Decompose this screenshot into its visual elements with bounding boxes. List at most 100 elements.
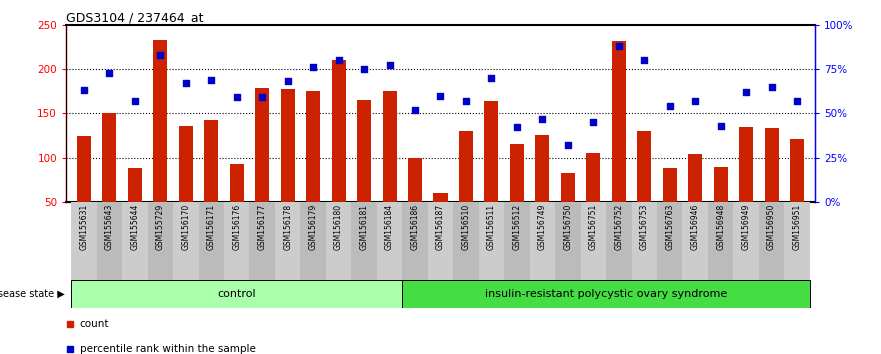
Text: count: count: [79, 319, 109, 329]
Bar: [377, 202, 403, 280]
Bar: [504, 202, 529, 280]
Bar: [173, 202, 198, 280]
Point: [459, 98, 473, 104]
Point: [739, 89, 753, 95]
Bar: [663, 168, 677, 202]
Point: [408, 107, 422, 113]
Bar: [688, 154, 702, 202]
Point: [306, 64, 320, 70]
Bar: [148, 202, 173, 280]
Text: GSM156946: GSM156946: [691, 204, 700, 251]
Point: [688, 98, 702, 104]
Bar: [739, 127, 753, 202]
Point: [102, 70, 116, 75]
Point: [536, 116, 550, 121]
Point: [128, 98, 142, 104]
Point: [765, 84, 779, 90]
Bar: [784, 202, 810, 280]
Point: [357, 66, 371, 72]
Bar: [587, 153, 600, 202]
Bar: [204, 120, 218, 202]
Bar: [77, 136, 91, 202]
Text: GSM155643: GSM155643: [105, 204, 114, 251]
Bar: [249, 202, 275, 280]
Bar: [561, 173, 575, 202]
Bar: [198, 202, 224, 280]
Text: control: control: [218, 289, 256, 299]
Bar: [459, 131, 473, 202]
Bar: [300, 202, 326, 280]
Bar: [637, 131, 651, 202]
Text: GSM156951: GSM156951: [793, 204, 802, 250]
Text: GSM156510: GSM156510: [462, 204, 470, 250]
Bar: [255, 88, 270, 202]
Point: [663, 103, 677, 109]
Bar: [790, 139, 804, 202]
Text: GSM156180: GSM156180: [334, 204, 343, 250]
Bar: [331, 60, 345, 202]
Bar: [536, 135, 550, 202]
Bar: [403, 280, 810, 308]
Point: [281, 79, 295, 84]
Text: GSM156170: GSM156170: [181, 204, 190, 250]
Bar: [403, 202, 428, 280]
Text: GSM156749: GSM156749: [538, 204, 547, 251]
Text: GSM156171: GSM156171: [207, 204, 216, 250]
Point: [510, 125, 524, 130]
Point: [637, 57, 651, 63]
Bar: [611, 41, 626, 202]
Bar: [275, 202, 300, 280]
Text: GSM156752: GSM156752: [614, 204, 623, 250]
Text: GSM156177: GSM156177: [258, 204, 267, 250]
Text: GSM156751: GSM156751: [589, 204, 598, 250]
Bar: [230, 164, 244, 202]
Bar: [759, 202, 784, 280]
Text: GSM156948: GSM156948: [716, 204, 725, 250]
Point: [153, 52, 167, 58]
Point: [230, 95, 244, 100]
Bar: [529, 202, 555, 280]
Bar: [306, 91, 320, 202]
Text: percentile rank within the sample: percentile rank within the sample: [79, 344, 255, 354]
Text: GSM156750: GSM156750: [563, 204, 573, 251]
Bar: [153, 40, 167, 202]
Text: GSM155729: GSM155729: [156, 204, 165, 250]
Bar: [97, 202, 122, 280]
Bar: [657, 202, 683, 280]
Bar: [683, 202, 708, 280]
Bar: [128, 168, 142, 202]
Text: GSM156181: GSM156181: [359, 204, 368, 250]
Point: [561, 142, 575, 148]
Bar: [102, 113, 116, 202]
Text: insulin-resistant polycystic ovary syndrome: insulin-resistant polycystic ovary syndr…: [485, 289, 727, 299]
Text: GDS3104 / 237464_at: GDS3104 / 237464_at: [66, 11, 204, 24]
Point: [204, 77, 218, 82]
Point: [255, 95, 270, 100]
Text: GSM156184: GSM156184: [385, 204, 394, 250]
Text: GSM155631: GSM155631: [79, 204, 88, 250]
Text: GSM156511: GSM156511: [487, 204, 496, 250]
Bar: [433, 193, 448, 202]
Bar: [485, 101, 499, 202]
Bar: [555, 202, 581, 280]
Point: [331, 57, 345, 63]
Bar: [352, 202, 377, 280]
Bar: [453, 202, 478, 280]
Point: [586, 119, 600, 125]
Bar: [382, 91, 396, 202]
Text: GSM156950: GSM156950: [767, 204, 776, 251]
Bar: [733, 202, 759, 280]
Bar: [510, 144, 524, 202]
Point: [382, 63, 396, 68]
Bar: [179, 126, 193, 202]
Text: GSM156179: GSM156179: [308, 204, 318, 250]
Bar: [408, 158, 422, 202]
Bar: [281, 88, 294, 202]
Bar: [632, 202, 657, 280]
Point: [433, 93, 448, 98]
Text: GSM156178: GSM156178: [283, 204, 292, 250]
Bar: [581, 202, 606, 280]
Text: GSM155644: GSM155644: [130, 204, 139, 251]
Bar: [708, 202, 733, 280]
Point: [714, 123, 728, 129]
